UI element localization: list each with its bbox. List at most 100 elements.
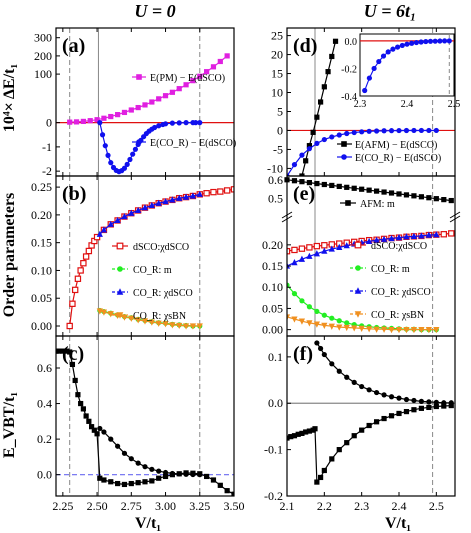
y-tick-label: 25 xyxy=(271,29,283,43)
series-f-point xyxy=(426,404,432,411)
legend-label: E(CO_R) − E(dSCO) xyxy=(355,153,441,164)
series-c-point xyxy=(197,472,203,478)
series-b-point xyxy=(203,190,210,197)
col-title-right: U = 6t₁ xyxy=(364,1,417,21)
series-c-point xyxy=(128,456,134,462)
series-e-point xyxy=(395,327,403,334)
series-a-point xyxy=(130,151,136,157)
series-c-point xyxy=(86,418,92,424)
series-e-upper-point xyxy=(448,197,454,204)
x-tick-label: 3.50 xyxy=(224,499,245,513)
series-e-upper-point xyxy=(329,182,335,189)
legend-marker xyxy=(117,266,123,272)
series-c-point xyxy=(83,413,89,419)
series-e-point xyxy=(433,327,440,334)
series-d-point xyxy=(418,127,424,134)
series-c-point xyxy=(169,470,175,477)
legend-entry: CO_R: χdSCO xyxy=(112,288,193,299)
series-c-point xyxy=(149,466,155,472)
panel-letter: (d) xyxy=(293,35,317,57)
inset-y-tick: 0.0 xyxy=(345,37,358,48)
series-b-point xyxy=(80,260,87,267)
series-c-point xyxy=(101,477,107,483)
series-d-point xyxy=(306,143,312,149)
inset-y-tick: -0.4 xyxy=(341,92,357,103)
series-c-point xyxy=(149,478,155,484)
series-d-point xyxy=(351,129,357,136)
y-tick-label: 300 xyxy=(34,31,52,45)
series-f-point xyxy=(329,361,335,367)
panel-frame xyxy=(286,335,456,497)
panel-a: -2 -1 0 300 200 100 (a) E(PM) − E(dSCO) E(CO_R) … xyxy=(34,27,236,178)
series-e-upper-point xyxy=(396,191,402,197)
series-e-point xyxy=(336,318,342,324)
series-c-point xyxy=(190,471,196,478)
series-c-point xyxy=(135,480,141,486)
legend-marker xyxy=(341,141,347,147)
series-d-point xyxy=(396,127,402,134)
y-tick-label: 10 xyxy=(271,86,283,100)
series-b-point xyxy=(162,321,169,328)
series-e-upper-point xyxy=(411,193,417,199)
series-f-point xyxy=(381,392,387,398)
inset-x-tick: 2.5 xyxy=(448,99,461,110)
series-b-point xyxy=(169,322,176,329)
series-e-point xyxy=(343,324,350,332)
series-e-upper-point xyxy=(351,185,357,191)
series-f-point xyxy=(344,440,350,446)
series-c-point xyxy=(121,481,128,488)
ylabel-energy: 10⁴× ΔE/t₁ xyxy=(1,64,18,133)
panel-c: 0.0 0.2 0.4 0.6 2.25 2.50 2.75 3.00 3.25 3.50 (c) xyxy=(37,335,245,513)
series-a-point xyxy=(197,120,203,126)
legend-entry: AFM: m xyxy=(340,199,395,210)
series-d-point xyxy=(388,128,395,134)
series-d-point xyxy=(366,128,372,134)
y-tick-label: -5 xyxy=(273,142,283,156)
series-e-upper-point xyxy=(359,186,365,192)
series-e-upper-point xyxy=(336,183,342,189)
series-b-point xyxy=(210,188,217,196)
series-a-point xyxy=(97,120,103,126)
series-c-point xyxy=(60,348,66,354)
x-tick-label: 3.25 xyxy=(189,499,210,513)
series-a-point xyxy=(149,99,155,105)
series-c-point xyxy=(72,377,78,384)
series-b-point xyxy=(135,206,142,214)
series-b-point xyxy=(128,315,135,322)
legend-label: CO_R: χsBN xyxy=(133,311,186,322)
series-a-point xyxy=(169,89,175,95)
inset-series-point xyxy=(366,75,372,81)
series-c-point xyxy=(162,469,169,476)
legend-label: CO_R: m xyxy=(133,265,172,276)
series-e-point xyxy=(291,259,298,266)
series-d-point xyxy=(329,134,335,140)
panel-letter: (e) xyxy=(293,183,315,205)
series-a-point xyxy=(190,78,196,84)
inset-series-point xyxy=(362,87,368,94)
series-c-point xyxy=(204,473,210,480)
series-b-line xyxy=(99,193,200,235)
legend-marker xyxy=(341,154,347,160)
legend-marker xyxy=(354,241,362,249)
series-e-point xyxy=(306,244,313,251)
series-c-point xyxy=(91,427,97,433)
series-c-point xyxy=(121,450,128,456)
inset-x-tick: 2.3 xyxy=(354,99,367,110)
series-e-upper-point xyxy=(321,181,327,188)
series-d-point xyxy=(336,132,342,138)
series-a-point xyxy=(80,118,86,125)
panel-b: 0.00 0.05 0.10 0.15 0.20 0.25 (b) dSCO:χdSCO CO_… xyxy=(31,175,235,337)
series-a-point xyxy=(156,123,162,129)
series-d-point xyxy=(306,146,312,152)
series-b-point xyxy=(128,209,135,216)
series-a-point xyxy=(204,69,210,75)
series-c-line xyxy=(56,350,234,495)
series-c-point xyxy=(156,468,162,474)
series-e-point xyxy=(291,291,298,297)
series-c-point xyxy=(64,348,70,354)
series-f-point xyxy=(366,387,372,393)
series-b-point xyxy=(162,197,169,205)
inset-x-tick: 2.4 xyxy=(401,99,414,110)
series-e-upper-point xyxy=(314,180,320,187)
